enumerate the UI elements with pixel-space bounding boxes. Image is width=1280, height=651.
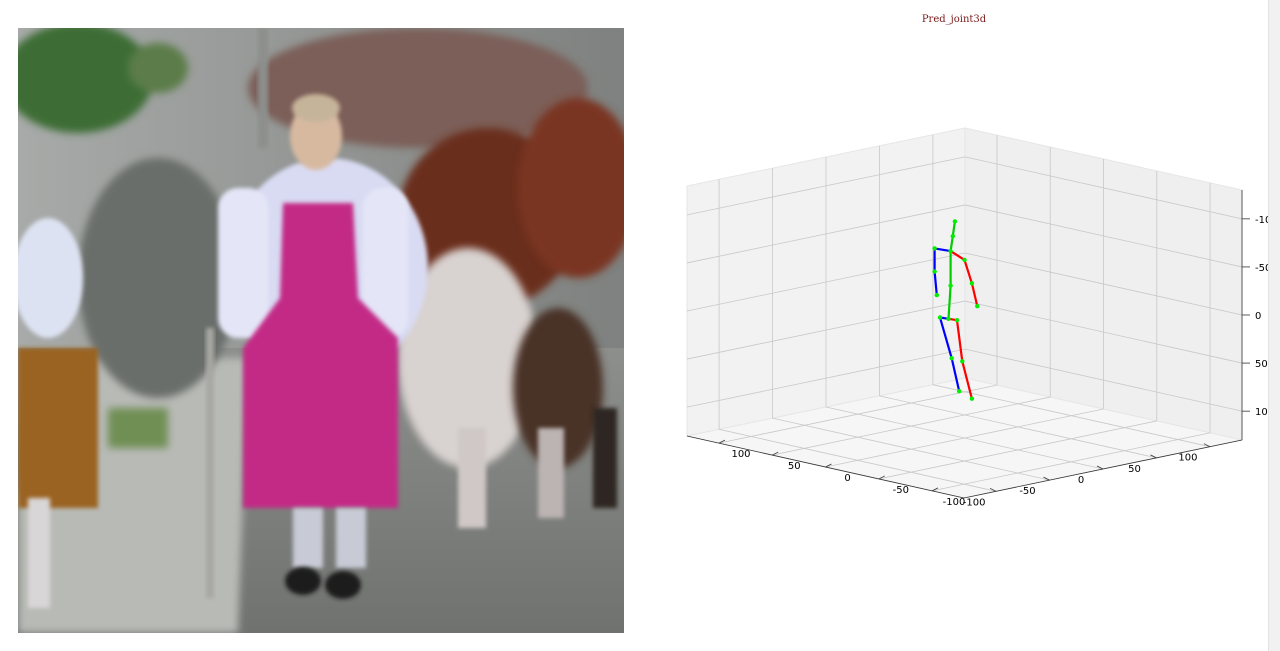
bone-center [951, 220, 956, 238]
joint-l_knee [949, 356, 954, 361]
y-tick-label: -50 [893, 485, 909, 496]
axis-panes [686, 127, 1243, 499]
photo-illustration [18, 28, 624, 633]
joint-l_wrist [934, 292, 939, 298]
bone-center [947, 284, 952, 320]
y-tick-label: 100 [731, 449, 750, 460]
y-tick [718, 439, 726, 444]
x-tick [1096, 465, 1104, 470]
joint-r_wrist [975, 304, 980, 309]
bone-left [938, 316, 953, 360]
grid-line-y-floor [931, 432, 1211, 492]
joint-l_ankle [957, 389, 962, 394]
joint-l_hip [937, 315, 943, 320]
bone-left [950, 357, 961, 393]
pose-plot-svg: Pred_joint3d -100-50050100-100-50050100-… [686, 14, 1278, 508]
bone-center [949, 235, 954, 253]
grid-line-y-floor [772, 396, 1051, 456]
joint-neck [950, 234, 955, 239]
plot-title: Pred_joint3d [922, 14, 987, 25]
joint-r_hip [954, 318, 960, 323]
joint-l_shoulder [932, 246, 937, 251]
bone-right [955, 319, 964, 363]
pose-plot: Pred_joint3d -100 -50 0 50 100 -100 -50 0 50 100-… [640, 0, 1278, 651]
x-tick [1150, 454, 1157, 459]
z-tick-label: -50 [1255, 263, 1268, 274]
z-tick-label: -100 [1255, 215, 1268, 226]
bone-left [933, 270, 938, 297]
joint-thorax [948, 248, 953, 254]
y-tick [825, 463, 832, 468]
bone-right [949, 250, 966, 261]
joint-r_elbow [969, 281, 975, 286]
x-tick-label: 100 [1178, 453, 1197, 464]
grid-line-y-floor [825, 408, 1104, 468]
z-tick-label: 0 [1255, 311, 1261, 322]
y-tick-label: -100 [943, 497, 966, 508]
x-tick-label: -100 [963, 497, 986, 508]
y-tick [878, 475, 885, 480]
x-tick [1043, 476, 1050, 481]
skeleton [932, 219, 980, 401]
bone-right [970, 282, 979, 308]
x-tick-label: 0 [1078, 475, 1084, 486]
joint-r_knee [960, 359, 965, 364]
y-tick [931, 487, 939, 492]
grid-line-y-floor [878, 420, 1157, 480]
bone-left [933, 247, 952, 253]
bone-right [963, 258, 973, 285]
y-tick [772, 451, 779, 456]
axis-ticks: -100 -50 0 50 100 -100 -50 0 50 100 -100 -50 0 50 100 [686, 190, 1278, 508]
x-tick-label: -50 [1019, 486, 1035, 497]
y-tick-label: 0 [844, 473, 850, 484]
x-tick [989, 487, 997, 492]
joint-r_ankle [969, 396, 975, 401]
joint-spine [948, 283, 953, 288]
grid-line-y-floor [718, 384, 998, 444]
grid-lines [686, 134, 1243, 492]
z-tick-label: 100 [1255, 407, 1268, 418]
joint-l_elbow [932, 269, 937, 274]
input-photo [18, 28, 624, 633]
y-tick-label: 50 [788, 461, 801, 472]
z-tick-label: 50 [1255, 359, 1268, 370]
scrollbar[interactable] [1268, 0, 1280, 651]
joint-r_shoulder [962, 257, 967, 263]
x-tick-label: 50 [1128, 464, 1141, 475]
joint-head [952, 219, 958, 224]
x-tick [1203, 443, 1211, 448]
joint-hip [946, 316, 951, 321]
bone-right [961, 360, 973, 400]
